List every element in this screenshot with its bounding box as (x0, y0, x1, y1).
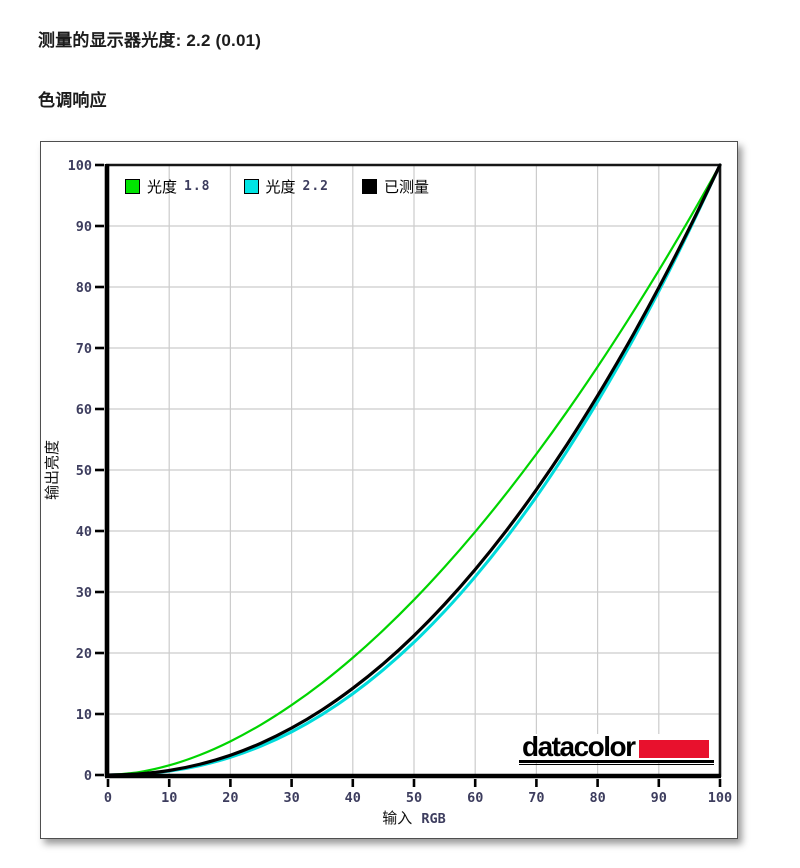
y-axis-tick-label: 60 (76, 402, 92, 418)
y-axis-title: 输出亮度 (44, 440, 61, 500)
x-axis-tick-label: 50 (406, 790, 422, 806)
datacolor-logo-red-bar (638, 740, 709, 759)
chart-svg: 0 10 20 30 40 50 60 70 80 90 100 0 10 20 30 40 50 60 70 80 9… (44, 158, 732, 827)
y-axis-tick-label: 90 (76, 219, 92, 235)
x-axis-tick-label: 100 (708, 790, 732, 806)
y-axis-tick-label: 40 (76, 524, 92, 540)
measured-gamma-heading: 测量的显示器光度: 2.2 (0.01) (38, 31, 262, 50)
y-axis-tick-label: 10 (76, 707, 92, 723)
datacolor-logo-text: datacolor (522, 731, 636, 762)
y-axis-tick-label: 100 (68, 158, 92, 174)
curve-measured (106, 163, 722, 777)
x-axis-tick-label: 40 (345, 790, 361, 806)
x-axis-tick-label: 70 (528, 790, 544, 806)
chart-legend: 光度 1.8 光度 2.2 已测量 (125, 176, 429, 197)
y-axis-tick-label: 30 (76, 585, 92, 601)
legend-item-gamma-1-8: 光度 1.8 (125, 176, 211, 197)
legend-label: 光度 (147, 179, 178, 196)
x-axis-tick-label: 90 (651, 790, 667, 806)
legend-label: 光度 (265, 179, 296, 196)
curve-gamma-1.8 (106, 163, 722, 777)
logo-underline (519, 764, 714, 766)
legend-item-gamma-2-2: 光度 2.2 (243, 176, 330, 197)
tone-response-heading: 色调响应 (38, 91, 107, 110)
x-axis-tick-label: 20 (222, 790, 238, 806)
y-axis-tick-label: 0 (84, 768, 92, 784)
legend-value: 2.2 (302, 179, 329, 194)
legend-swatch-gamma-2-2 (243, 179, 259, 194)
tone-response-chart-panel: 0 10 20 30 40 50 60 70 80 90 100 0 10 20 30 40 50 60 70 80 9… (40, 141, 738, 839)
datacolor-logo: datacolor (519, 731, 714, 766)
x-axis-tick-label: 80 (589, 790, 605, 806)
y-axis-tick-label: 20 (76, 646, 92, 662)
x-axis-tick-label: 0 (104, 790, 112, 806)
legend-value: 1.8 (184, 179, 211, 194)
y-axis-tick-label: 80 (76, 280, 92, 296)
legend-item-measured: 已测量 (362, 176, 429, 197)
x-axis-tick-label: 10 (161, 790, 177, 806)
legend-swatch-gamma-1-8 (125, 179, 140, 194)
x-axis-tick-label: 30 (283, 790, 299, 806)
legend-label: 已测量 (384, 179, 430, 196)
x-axis-title: 输入 RGB (382, 810, 445, 827)
legend-swatch-measured (362, 179, 377, 194)
y-axis-tick-label: 50 (76, 463, 92, 479)
y-axis-tick-label: 70 (76, 341, 92, 357)
x-axis-tick-label: 60 (467, 790, 483, 806)
